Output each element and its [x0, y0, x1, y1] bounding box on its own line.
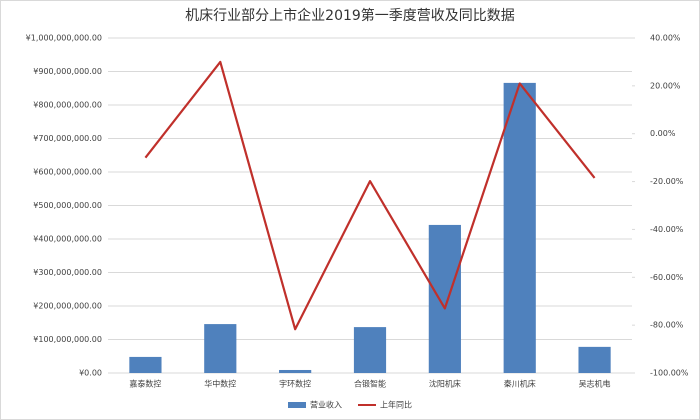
y2-tick-label: -60.00%: [650, 273, 684, 282]
x-tick-label: 沈阳机床: [429, 379, 461, 389]
y2-tick-label: 20.00%: [650, 81, 681, 90]
y2-tick-label: -40.00%: [650, 225, 684, 234]
y2-tick-label: -100.00%: [650, 369, 689, 378]
y-tick-label: ¥100,000,000.00: [33, 335, 102, 344]
y-tick-label: ¥200,000,000.00: [33, 302, 102, 311]
y2-tick-label: -20.00%: [650, 177, 684, 186]
x-tick-label: 吴志机电: [579, 379, 611, 389]
x-tick-label: 嘉泰数控: [129, 379, 161, 389]
y-tick-label: ¥900,000,000.00: [33, 67, 102, 76]
legend-label: 上年同比: [380, 400, 412, 410]
x-tick-label: 华中数控: [204, 379, 236, 389]
legend-label: 营业收入: [310, 400, 342, 410]
y-tick-label: ¥700,000,000.00: [33, 134, 102, 143]
bar: [503, 82, 536, 373]
bar: [353, 327, 387, 373]
x-tick-label: 合锻智能: [354, 379, 386, 389]
bar: [204, 324, 237, 373]
y2-tick-label: -80.00%: [650, 321, 684, 330]
x-tick-label: 宇环数控: [279, 379, 311, 389]
bar: [279, 369, 312, 373]
y2-tick-label: 40.00%: [650, 34, 681, 43]
y-tick-label: ¥600,000,000.00: [33, 168, 102, 177]
legend-swatch: [288, 402, 306, 408]
y-tick-label: ¥300,000,000.00: [33, 268, 102, 277]
bar: [129, 356, 162, 373]
bar: [578, 346, 611, 373]
bar: [428, 224, 461, 373]
y-tick-label: ¥1,000,000,000.00: [26, 34, 102, 43]
y-tick-label: ¥0.00: [79, 369, 102, 378]
y2-tick-label: 0.00%: [650, 129, 676, 138]
y-tick-label: ¥800,000,000.00: [33, 101, 102, 110]
line: [144, 60, 596, 331]
y-tick-label: ¥500,000,000.00: [33, 201, 102, 210]
y-tick-label: ¥400,000,000.00: [33, 235, 102, 244]
chart-title: 机床行业部分上市企业2019第一季度营收及同比数据: [185, 7, 515, 24]
x-tick-label: 秦川机床: [504, 379, 536, 389]
